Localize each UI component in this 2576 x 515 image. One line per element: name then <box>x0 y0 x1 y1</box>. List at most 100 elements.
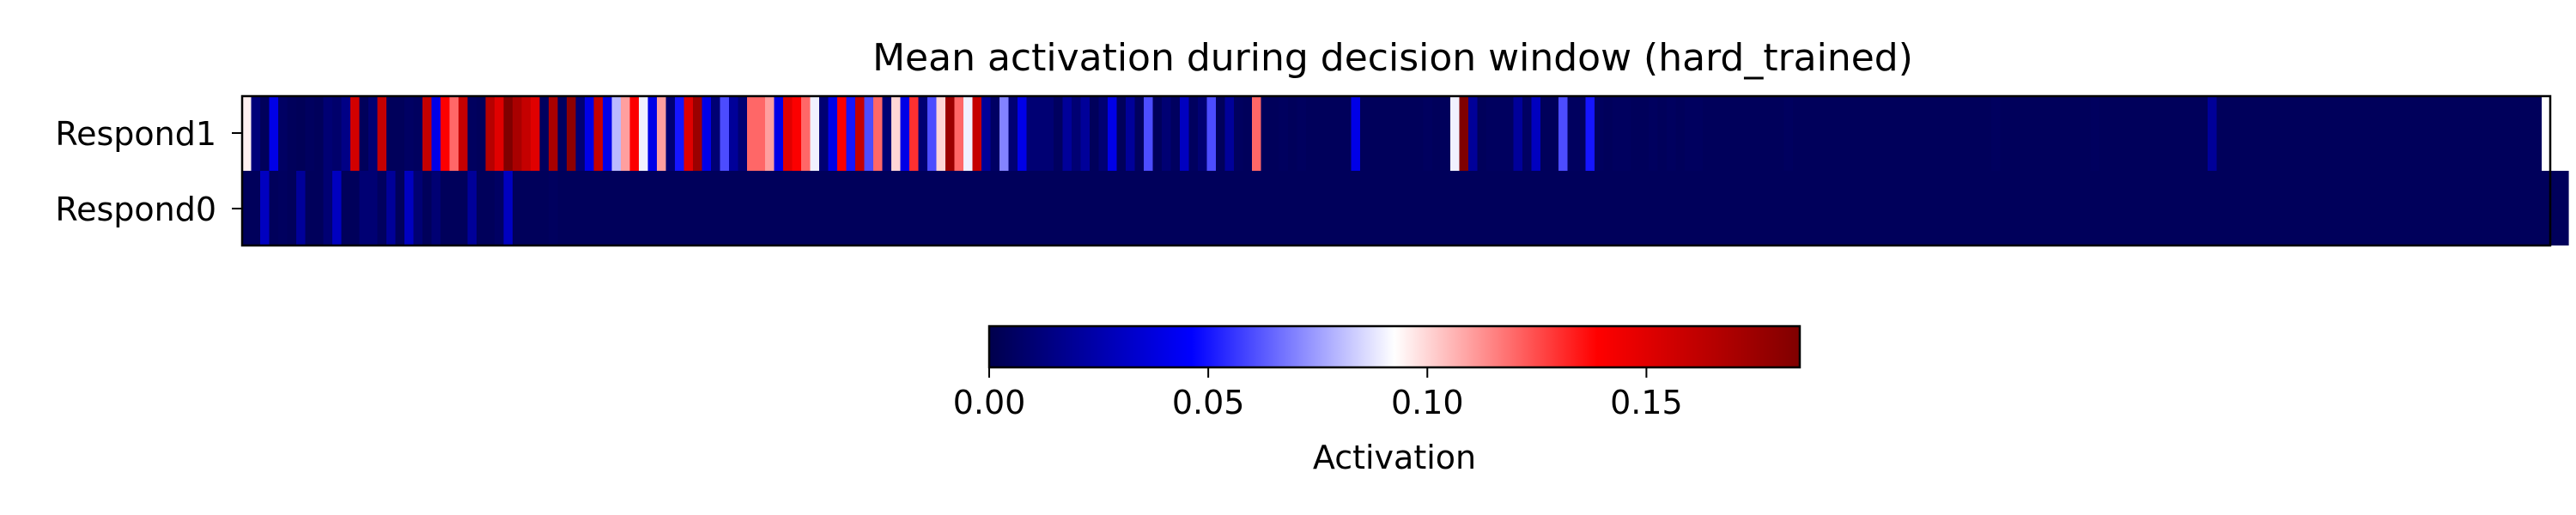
heatmap-cell <box>2532 171 2543 245</box>
heatmap-cell <box>882 96 892 171</box>
heatmap-cell <box>1937 96 1947 171</box>
heatmap-cell <box>819 171 829 245</box>
heatmap-cell <box>341 171 351 245</box>
heatmap-cell <box>1793 171 1803 245</box>
heatmap-cell <box>783 96 793 171</box>
heatmap-cell <box>891 171 902 245</box>
heatmap-cell <box>2478 171 2488 245</box>
heatmap-cell <box>1991 96 2002 171</box>
heatmap-cell <box>2117 171 2128 245</box>
heatmap-cell <box>1459 96 1469 171</box>
heatmap-cell <box>485 96 495 171</box>
heatmap-cell <box>1008 96 1018 171</box>
heatmap-cell <box>972 171 982 245</box>
heatmap-cell <box>1279 96 1289 171</box>
heatmap-cell <box>2117 96 2128 171</box>
heatmap-cell <box>296 96 307 171</box>
heatmap-cell <box>1396 96 1406 171</box>
heatmap-cell <box>2316 96 2326 171</box>
heatmap-cell <box>1910 171 1920 245</box>
heatmap-cell <box>386 96 397 171</box>
heatmap-cell <box>2018 171 2028 245</box>
heatmap-cell <box>2027 171 2038 245</box>
heatmap-cell <box>1865 171 1875 245</box>
heatmap-cell <box>1450 171 1461 245</box>
heatmap-cell <box>1423 96 1433 171</box>
heatmap-cell <box>2090 96 2100 171</box>
heatmap-cell <box>1378 96 1388 171</box>
heatmap-cell <box>549 171 559 245</box>
heatmap-cell <box>1649 171 1659 245</box>
heatmap-cell <box>1793 96 1803 171</box>
heatmap-cell <box>2334 171 2344 245</box>
heatmap-cell <box>1783 171 1794 245</box>
heatmap-cell <box>927 171 938 245</box>
ytick-label-respond1: Respond1 <box>55 115 216 153</box>
heatmap-cell <box>1613 96 1623 171</box>
heatmap-cell <box>1450 96 1461 171</box>
heatmap-cell <box>2370 171 2380 245</box>
heatmap-cell <box>2360 96 2371 171</box>
heatmap-cell <box>449 171 459 245</box>
heatmap-cell <box>639 171 649 245</box>
heatmap-cell <box>1026 96 1036 171</box>
heatmap-cell <box>1540 96 1551 171</box>
heatmap-cell <box>431 96 441 171</box>
heatmap-cell <box>1693 96 1704 171</box>
heatmap-cell <box>1721 171 1731 245</box>
heatmap-cell <box>2532 96 2543 171</box>
heatmap-cell <box>2108 171 2118 245</box>
heatmap-cell <box>2280 96 2290 171</box>
heatmap-cell <box>792 96 802 171</box>
heatmap-cell <box>1216 171 1226 245</box>
heatmap-cell <box>2342 171 2353 245</box>
y-axis: Respond1 Respond0 <box>55 115 242 228</box>
heatmap-cell <box>332 171 343 245</box>
heatmap-cell <box>2496 96 2506 171</box>
heatmap-cell <box>359 171 369 245</box>
heatmap-cell <box>1224 96 1235 171</box>
heatmap-cell <box>2000 171 2010 245</box>
heatmap-cell <box>1946 171 1956 245</box>
heatmap-cell <box>1351 96 1361 171</box>
heatmap-cell <box>2244 171 2254 245</box>
heatmap-cell <box>2505 171 2515 245</box>
heatmap-cell <box>1577 96 1587 171</box>
heatmap-cell <box>1333 171 1343 245</box>
heatmap-cell <box>783 171 793 245</box>
colorbar-tick-label: 0.05 <box>1172 384 1245 421</box>
heatmap-cell <box>2342 96 2353 171</box>
heatmap-cell <box>2081 171 2092 245</box>
heatmap-cell <box>332 96 343 171</box>
heatmap-cell <box>1432 96 1443 171</box>
heatmap-cell <box>2487 96 2497 171</box>
heatmap-cell <box>1558 171 1569 245</box>
heatmap-cell <box>2190 96 2200 171</box>
heatmap-cell <box>503 96 513 171</box>
heatmap-cell <box>2298 171 2308 245</box>
colorbar-tick-label: 0.15 <box>1610 384 1683 421</box>
heatmap-cell <box>1206 171 1217 245</box>
heatmap-cell <box>855 171 866 245</box>
heatmap-cell <box>1595 171 1605 245</box>
heatmap-cell <box>440 171 451 245</box>
heatmap-cell <box>1369 171 1379 245</box>
heatmap-cell <box>1856 171 1866 245</box>
heatmap-cell <box>1306 171 1316 245</box>
heatmap-cell <box>2442 171 2452 245</box>
heatmap-cell <box>1982 96 1992 171</box>
heatmap-cell <box>1242 171 1253 245</box>
heatmap-cell <box>1811 171 1821 245</box>
heatmap-cell <box>711 96 721 171</box>
heatmap-cell <box>1765 96 1776 171</box>
heatmap-cell <box>2063 96 2074 171</box>
heatmap-cell <box>1162 171 1172 245</box>
heatmap-cell <box>2081 96 2092 171</box>
heatmap-cell <box>1595 96 1605 171</box>
heatmap-cell <box>2099 96 2110 171</box>
heatmap-cell <box>873 171 884 245</box>
heatmap-cell <box>1685 96 1695 171</box>
heatmap-cell <box>296 171 307 245</box>
heatmap-cell <box>2388 171 2398 245</box>
heatmap-cell <box>1108 171 1118 245</box>
